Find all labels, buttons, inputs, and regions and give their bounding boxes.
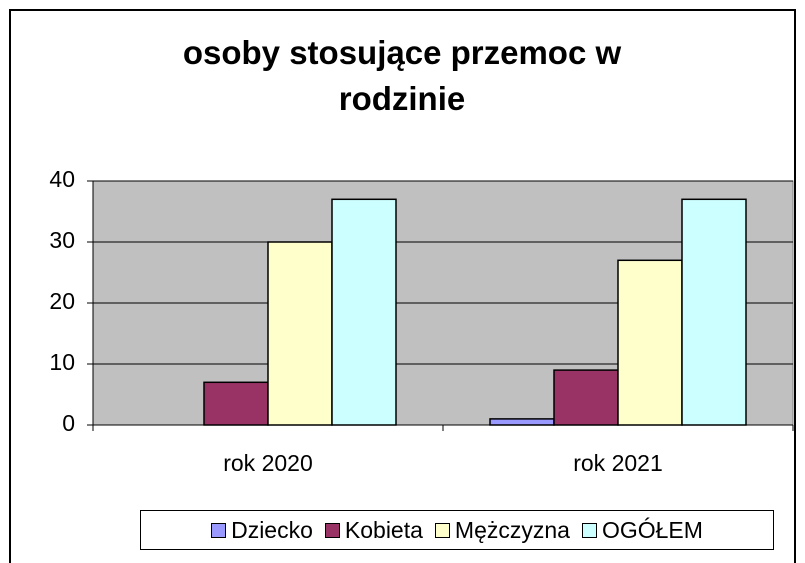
legend-swatch: [581, 522, 597, 538]
legend-label: Mężczyzna: [454, 516, 570, 543]
bar: [489, 418, 555, 426]
legend-swatch: [211, 522, 227, 538]
y-tick-label: 10: [49, 349, 75, 375]
bar: [331, 198, 397, 426]
legend-label: Dziecko: [231, 516, 313, 543]
legend: Dziecko Kobieta Mężczyzna OGÓŁEM: [140, 510, 774, 550]
chart-title: osoby stosujące przemoc w rodzinie: [182, 34, 622, 117]
x-tick-label: rok 2021: [573, 450, 663, 476]
legend-item: Kobieta: [324, 516, 423, 544]
y-tick-label: 20: [49, 288, 75, 314]
legend-item: Dziecko: [211, 517, 313, 544]
bar: [267, 241, 333, 426]
bar: [203, 381, 269, 426]
legend-swatch: [324, 522, 340, 538]
legend-item: Mężczyzna: [434, 516, 570, 544]
y-tick-label: 0: [62, 410, 75, 436]
legend-label: OGÓŁEM: [601, 516, 703, 543]
legend-label: Kobieta: [344, 516, 423, 543]
y-tick-label: 40: [49, 166, 75, 192]
bar: [617, 259, 683, 426]
legend-item: OGÓŁEM: [581, 516, 703, 544]
bar: [553, 369, 619, 426]
y-tick-label: 30: [49, 227, 75, 253]
legend-swatch: [434, 522, 450, 538]
x-tick-label: rok 2020: [223, 450, 313, 476]
bar: [681, 198, 747, 426]
